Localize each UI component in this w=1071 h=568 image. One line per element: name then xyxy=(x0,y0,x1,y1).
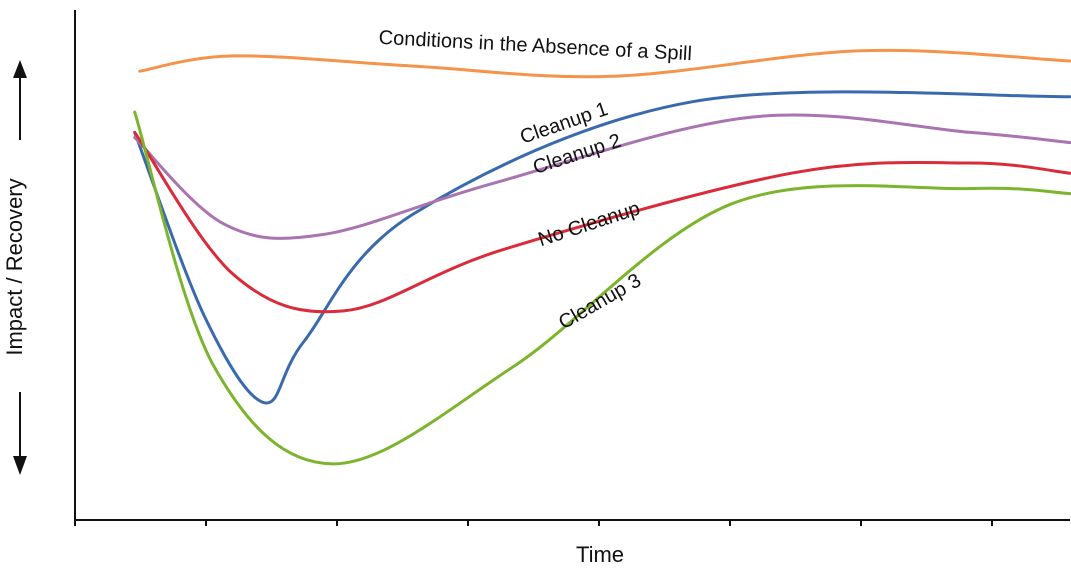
chart-axes xyxy=(74,10,1070,526)
series-line-cleanup-1 xyxy=(133,90,1071,405)
y-axis-title-group: Impact / Recovery xyxy=(2,60,27,475)
x-axis-ticks xyxy=(74,520,993,526)
series-line-cleanup-2 xyxy=(133,113,1071,240)
series-line-absence-of-spill xyxy=(138,48,1071,79)
x-axis-title: Time xyxy=(576,542,624,567)
series-label-no-cleanup: No Cleanup xyxy=(536,198,643,252)
series-label-absence-of-spill: Conditions in the Absence of a Spill xyxy=(378,27,692,65)
up-arrow-icon xyxy=(13,60,27,78)
series-label-cleanup-3: Cleanup 3 xyxy=(555,269,645,334)
series-line-cleanup-3 xyxy=(133,110,1071,466)
y-axis-title: Impact / Recovery xyxy=(2,178,27,355)
series-line-no-cleanup xyxy=(133,130,1071,314)
series-lines xyxy=(133,48,1071,466)
down-arrow-icon xyxy=(13,456,27,475)
